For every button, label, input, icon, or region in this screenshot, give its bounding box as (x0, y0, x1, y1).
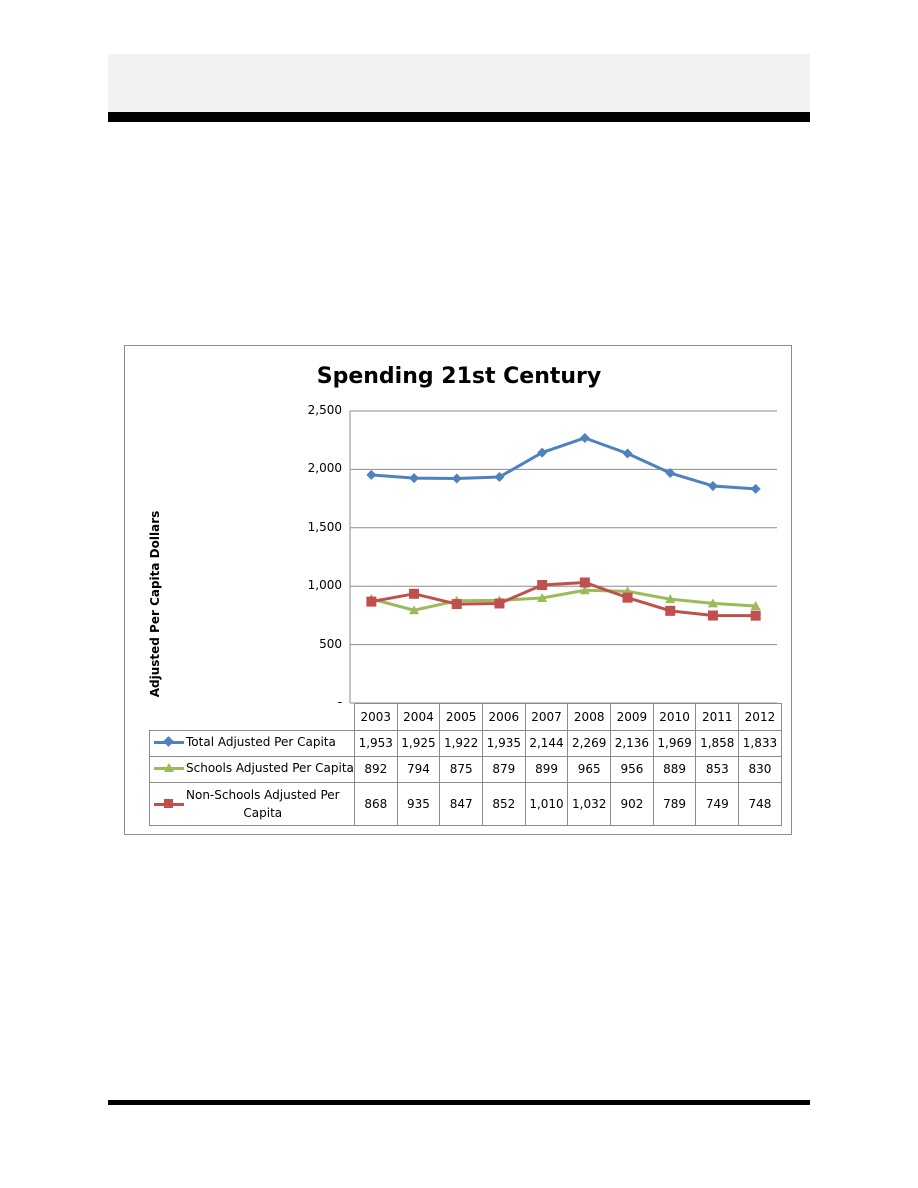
data-label: 1,935 (481, 729, 526, 757)
header-rule (108, 112, 810, 122)
data-point (622, 592, 633, 603)
y-tick-label: 2,500 (307, 403, 342, 417)
data-label: 935 (396, 781, 441, 826)
data-point (409, 605, 420, 615)
legend-label: Total Adjusted Per Capita (186, 735, 336, 749)
data-label: 1,922 (439, 729, 483, 757)
data-label: 847 (439, 781, 483, 826)
y-axis-label: Adjusted Per Capita Dollars (148, 510, 162, 698)
y-tick-label: - (337, 695, 342, 709)
x-tick-label: 2005 (439, 703, 483, 731)
chart-plot (349, 410, 777, 704)
data-label: 1,010 (524, 781, 569, 826)
data-label: 830 (738, 755, 782, 783)
legend-label: Non-Schools Adjusted Per Capita (186, 786, 340, 822)
legend-entry: Total Adjusted Per Capita (149, 729, 355, 757)
table-corner (149, 703, 355, 731)
y-tick-label: 1,000 (307, 578, 342, 593)
series-line-1 (370, 588, 756, 612)
data-point (409, 588, 420, 599)
data-label: 879 (481, 755, 526, 783)
chart-data-table: 2003 2004 2005 2006 2007 2008 2009 2010 2011 2012… (149, 703, 782, 826)
data-point (537, 580, 548, 591)
data-point (665, 594, 676, 604)
data-label: 1,833 (738, 729, 782, 757)
data-label: 875 (439, 755, 483, 783)
data-point (750, 601, 761, 611)
legend-key-icon (154, 762, 184, 774)
data-label: 892 (353, 755, 398, 783)
data-point (366, 469, 377, 480)
data-label: 2,269 (567, 729, 612, 757)
data-point (494, 598, 505, 609)
data-point (579, 432, 590, 443)
table-row: Schools Adjusted Per Capita 892 794 875 879 8… (149, 755, 782, 783)
data-label: 2,136 (610, 729, 654, 757)
data-label: 748 (738, 781, 782, 826)
legend-label-line: Capita (243, 805, 283, 820)
data-point (494, 471, 505, 482)
data-point (451, 473, 462, 484)
data-label: 1,953 (353, 729, 398, 757)
series-line-2 (371, 580, 756, 618)
footer-rule (108, 1100, 810, 1105)
data-point (622, 448, 633, 459)
table-row: Total Adjusted Per Capita 1,953 1,925 1,922… (149, 729, 782, 757)
data-point (707, 598, 718, 608)
data-point (707, 480, 718, 491)
data-label: 853 (695, 755, 740, 783)
data-label: 956 (610, 755, 654, 783)
y-tick-label: 500 (319, 636, 342, 651)
data-point (707, 610, 718, 621)
data-label: 889 (652, 755, 697, 783)
data-point (665, 468, 676, 479)
data-point (750, 610, 761, 621)
legend-label: Schools Adjusted Per Capita (186, 761, 354, 775)
data-label: 1,969 (652, 729, 697, 757)
data-point (750, 483, 761, 494)
chart-frame: Spending 21st Century Adjusted Per Capit… (124, 345, 792, 835)
series-line-0 (371, 436, 756, 491)
data-label: 899 (524, 755, 569, 783)
data-point (451, 599, 462, 610)
chart-title: Spending 21st Century (316, 364, 602, 389)
data-point (579, 577, 590, 588)
data-label: 902 (610, 781, 654, 826)
data-point (537, 592, 548, 602)
x-tick-label: 2012 (738, 703, 782, 731)
legend-entry: Non-Schools Adjusted Per Capita (149, 781, 355, 826)
data-label: 868 (353, 781, 398, 826)
data-label: 1,925 (396, 729, 441, 757)
x-tick-label: 2003 (353, 703, 398, 731)
data-label: 965 (567, 755, 612, 783)
x-tick-label: 2009 (610, 703, 654, 731)
x-tick-label: 2004 (396, 703, 441, 731)
legend-label-line: Non-Schools Adjusted Per (186, 787, 340, 802)
data-label: 1,858 (695, 729, 740, 757)
legend-key-icon (154, 736, 184, 748)
x-tick-label: 2006 (481, 703, 526, 731)
data-label: 852 (481, 781, 526, 826)
x-tick-label: 2010 (652, 703, 697, 731)
data-label: 2,144 (524, 729, 569, 757)
table-row: Non-Schools Adjusted Per Capita 868 935 847 8… (149, 781, 782, 826)
y-tick-label: 2,000 (307, 461, 342, 476)
data-point (409, 473, 420, 484)
data-label: 789 (652, 781, 697, 826)
data-point (366, 596, 377, 607)
data-label: 1,032 (567, 781, 612, 826)
table-header-row: 2003 2004 2005 2006 2007 2008 2009 2010 2011 2012 (149, 703, 782, 731)
legend-entry: Schools Adjusted Per Capita (149, 755, 355, 783)
page-header-band (108, 54, 810, 112)
data-label: 749 (695, 781, 740, 826)
x-tick-label: 2008 (567, 703, 612, 731)
legend-key-icon (154, 798, 184, 810)
x-tick-label: 2011 (695, 703, 740, 731)
data-label: 794 (396, 755, 441, 783)
data-point (537, 447, 548, 458)
data-point (579, 585, 590, 595)
x-tick-label: 2007 (524, 703, 569, 731)
y-tick-label: 1,500 (307, 519, 342, 534)
data-point (665, 605, 676, 616)
